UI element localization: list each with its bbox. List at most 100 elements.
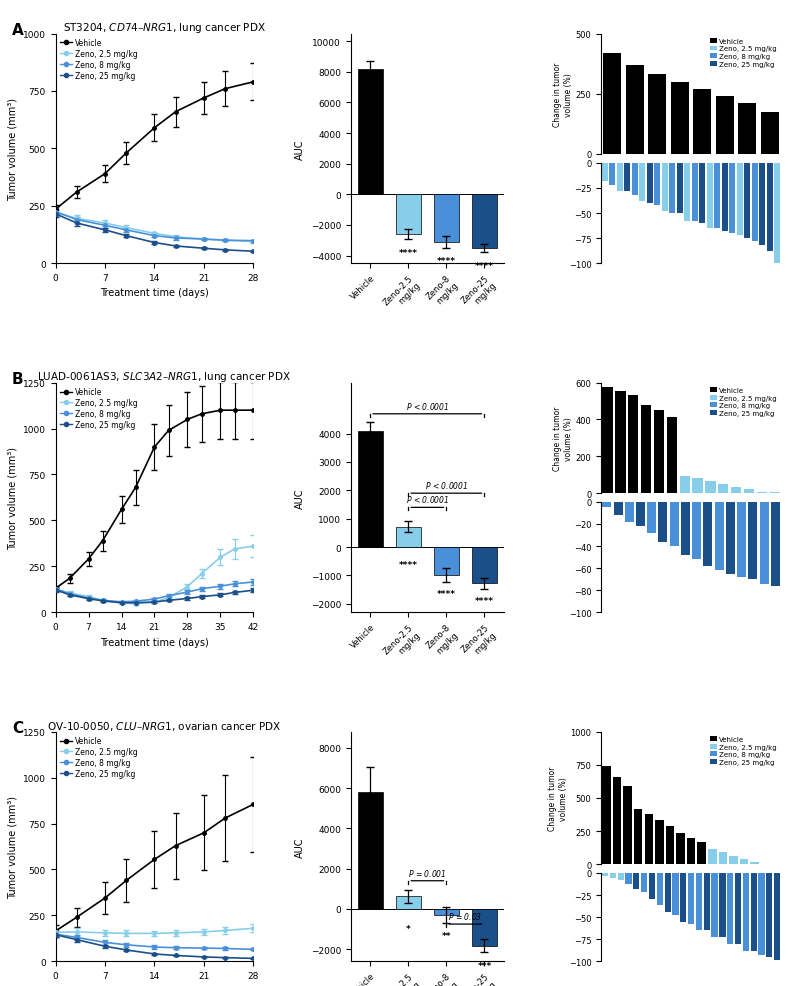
Bar — [614, 502, 623, 516]
Bar — [603, 54, 622, 155]
Text: $P$ = 0.001: $P$ = 0.001 — [408, 867, 446, 878]
Bar — [705, 481, 715, 494]
Bar — [634, 874, 639, 889]
Bar — [634, 809, 642, 865]
Bar — [624, 164, 630, 191]
Bar — [703, 874, 710, 931]
Bar — [711, 874, 718, 937]
Text: $P$ < 0.0001: $P$ < 0.0001 — [406, 494, 449, 505]
Bar — [730, 856, 737, 865]
Bar — [632, 164, 638, 196]
Y-axis label: AUC: AUC — [295, 488, 305, 508]
Y-axis label: Tumor volume (mm³): Tumor volume (mm³) — [7, 447, 17, 549]
Text: B: B — [12, 372, 24, 387]
Bar — [657, 874, 663, 905]
Bar — [714, 502, 724, 571]
Bar — [752, 164, 758, 242]
Bar — [743, 874, 749, 951]
Legend: Vehicle, Zeno, 2.5 mg/kg, Zeno, 8 mg/kg, Zeno, 25 mg/kg: Vehicle, Zeno, 2.5 mg/kg, Zeno, 8 mg/kg,… — [709, 736, 778, 766]
Text: ***: *** — [477, 960, 492, 969]
Bar — [358, 70, 382, 195]
Y-axis label: AUC: AUC — [295, 836, 305, 857]
Bar — [670, 502, 679, 546]
Text: *: * — [406, 924, 411, 933]
Text: ****: **** — [399, 248, 418, 257]
Text: C: C — [12, 721, 23, 736]
Text: **: ** — [442, 931, 451, 940]
Bar — [726, 502, 735, 574]
Bar — [707, 164, 713, 229]
Bar — [617, 164, 623, 191]
Bar — [681, 502, 690, 555]
Bar — [667, 417, 677, 494]
Bar — [626, 66, 644, 155]
Bar — [671, 83, 689, 155]
Bar — [687, 838, 695, 865]
Bar — [731, 487, 741, 494]
Bar — [602, 502, 611, 508]
Bar — [684, 164, 691, 222]
Bar — [396, 528, 420, 547]
Text: ****: **** — [475, 261, 494, 270]
Bar — [434, 195, 458, 243]
Bar — [692, 479, 703, 494]
Legend: Vehicle, Zeno, 2.5 mg/kg, Zeno, 8 mg/kg, Zeno, 25 mg/kg: Vehicle, Zeno, 2.5 mg/kg, Zeno, 8 mg/kg,… — [59, 38, 138, 82]
Bar — [358, 793, 382, 909]
Bar — [771, 502, 780, 586]
Bar — [693, 90, 711, 155]
Bar — [677, 164, 683, 214]
Bar — [714, 164, 720, 229]
Bar — [610, 874, 616, 879]
Bar — [625, 502, 634, 523]
Bar — [716, 97, 734, 155]
Bar — [434, 547, 458, 575]
Text: ****: **** — [399, 560, 418, 569]
Bar — [639, 164, 646, 202]
Bar — [760, 502, 768, 584]
Bar — [760, 164, 765, 246]
Bar — [636, 502, 645, 527]
Bar — [602, 874, 608, 876]
Bar — [758, 874, 764, 955]
Bar — [703, 502, 712, 566]
Bar — [623, 786, 632, 865]
X-axis label: Treatment time (days): Treatment time (days) — [100, 637, 209, 647]
Bar — [641, 874, 647, 892]
Bar — [472, 909, 497, 946]
Bar — [626, 874, 632, 883]
Bar — [750, 862, 759, 865]
Bar — [669, 164, 676, 214]
Bar — [602, 164, 608, 181]
Bar — [472, 547, 497, 584]
Text: $P$ < 0.0001: $P$ < 0.0001 — [425, 480, 468, 491]
Bar — [692, 502, 701, 560]
Bar — [774, 874, 780, 959]
Bar — [649, 75, 666, 155]
Y-axis label: Tumor volume (mm³): Tumor volume (mm³) — [7, 795, 17, 898]
Bar — [680, 874, 687, 922]
Bar — [672, 874, 679, 915]
Text: ****: **** — [475, 597, 494, 605]
Y-axis label: Tumor volume (mm³): Tumor volume (mm³) — [7, 98, 17, 201]
Bar — [662, 164, 668, 212]
Legend: Vehicle, Zeno, 2.5 mg/kg, Zeno, 8 mg/kg, Zeno, 25 mg/kg: Vehicle, Zeno, 2.5 mg/kg, Zeno, 8 mg/kg,… — [709, 38, 778, 69]
Text: OV-10-0050, $\mathit{CLU}$–$\mathit{NRG1}$, ovarian cancer PDX: OV-10-0050, $\mathit{CLU}$–$\mathit{NRG1… — [47, 719, 282, 732]
Bar — [718, 852, 727, 865]
Bar — [680, 476, 690, 494]
Bar — [647, 164, 653, 204]
Text: A: A — [12, 23, 24, 38]
Bar — [757, 492, 767, 494]
Bar — [654, 411, 664, 494]
Bar — [602, 766, 611, 865]
Bar — [396, 195, 420, 235]
Bar — [719, 874, 726, 938]
Bar — [695, 874, 702, 931]
Bar — [751, 874, 757, 951]
Bar — [665, 826, 674, 865]
Bar — [730, 164, 735, 234]
Bar — [737, 164, 743, 236]
Bar — [613, 777, 621, 865]
Y-axis label: Change in tumor
volume (%): Change in tumor volume (%) — [554, 406, 573, 470]
Bar — [744, 490, 754, 494]
Text: LUAD-0061AS3, $\mathit{SLC3A2}$–$\mathit{NRG1}$, lung cancer PDX: LUAD-0061AS3, $\mathit{SLC3A2}$–$\mathit… — [37, 369, 291, 384]
